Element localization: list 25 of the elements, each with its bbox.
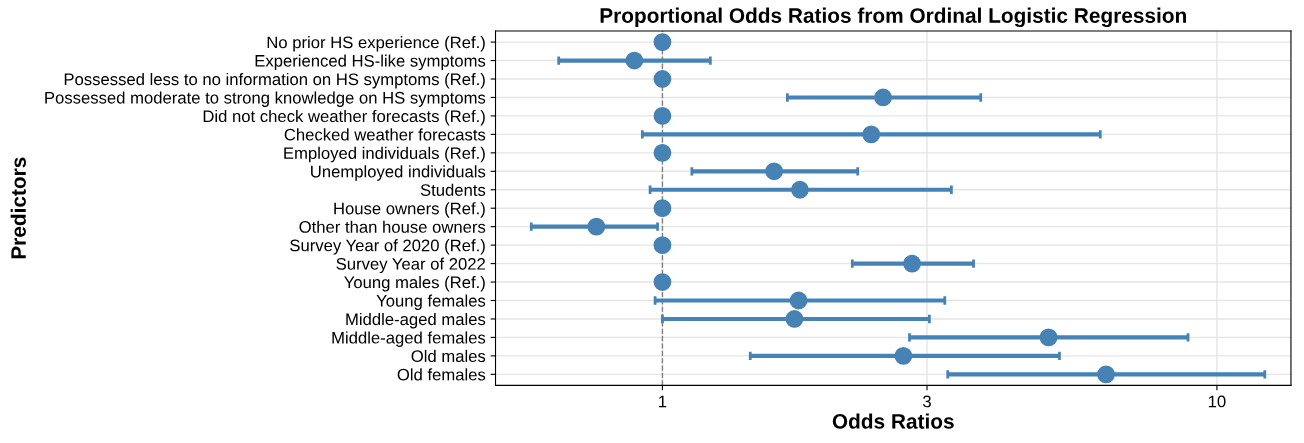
y-tick-label: No prior HS experience (Ref.) xyxy=(267,36,485,52)
y-tick-label: Young females xyxy=(376,294,486,310)
x-tick-label: 10 xyxy=(1208,395,1226,408)
y-tick-label: Survey Year of 2020 (Ref.) xyxy=(290,239,485,255)
x-tick-label: 1 xyxy=(659,395,667,408)
y-axis-title: Predictors xyxy=(10,157,26,259)
x-tick-label: 3 xyxy=(922,395,931,408)
y-tick-label: House owners (Ref.) xyxy=(334,202,485,218)
y-tick-label: Old females xyxy=(397,368,486,381)
y-tick-label: Other than house owners xyxy=(299,220,486,233)
x-axis-title: Odds Ratios xyxy=(832,413,954,429)
chart-title: Proportional Odds Ratios from Ordinal Logistic Regression xyxy=(600,7,1186,28)
y-tick-label: Young males (Ref.) xyxy=(344,276,485,292)
y-tick-label: Middle-aged females xyxy=(332,331,486,347)
y-tick-label: Possessed moderate to strong knowledge on HS symptoms xyxy=(45,91,486,107)
y-tick-label: Employed individuals (Ref.) xyxy=(284,146,485,163)
y-tick-label: Did not check weather forecasts (Ref.) xyxy=(203,109,485,126)
y-tick-label: Experienced HS-like symptoms xyxy=(255,54,486,71)
y-tick-label: Old males xyxy=(411,349,486,363)
y-tick-label: Unemployed individuals xyxy=(311,165,486,181)
y-tick-label: Students xyxy=(420,183,486,196)
y-tick-label: Middle-aged males xyxy=(346,312,486,329)
y-tick-label: Possessed less to no information on HS symptoms (Ref.) xyxy=(64,72,485,89)
y-tick-label: Checked weather forecasts xyxy=(284,128,486,141)
y-tick-label: Survey Year of 2022 xyxy=(336,257,485,274)
